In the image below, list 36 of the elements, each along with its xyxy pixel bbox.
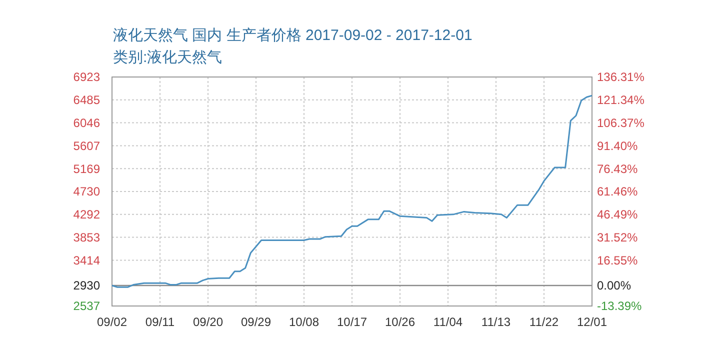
y2-tick-label: 46.49% [597, 208, 638, 222]
x-tick-label: 09/11 [145, 315, 175, 329]
y2-tick-label: 136.31% [597, 70, 645, 84]
y2-tick-label: 31.52% [597, 230, 638, 244]
y2-tick-label: 121.34% [597, 93, 645, 108]
y2-tick-label: -13.39% [597, 299, 642, 314]
x-tick-label: 10/17 [336, 315, 368, 329]
x-tick-label: 12/01 [576, 315, 608, 329]
y2-tick-label: 91.40% [597, 138, 638, 153]
y-tick-label: 6923 [73, 70, 100, 84]
x-tick-label: 11/04 [433, 315, 463, 329]
x-tick-label: 11/13 [481, 315, 511, 329]
line-series [111, 94, 593, 288]
y2-tick-label: 16.55% [597, 253, 638, 268]
chart-subtitle: 类别:液化天然气 [113, 49, 222, 66]
y2-tick-label: 106.37% [597, 116, 645, 130]
x-tick-label: 09/02 [96, 315, 128, 329]
chart-title: 液化天然气 国内 生产者价格 2017-09-02 - 2017-12-01 [113, 27, 472, 44]
x-tick-label: 09/20 [192, 315, 224, 329]
y-tick-label: 6046 [73, 116, 100, 130]
x-tick-label: 09/29 [240, 315, 272, 329]
y-tick-label: 5607 [73, 138, 100, 153]
y2-tick-label: 0.00% [597, 278, 632, 293]
x-tick-label: 10/08 [288, 315, 320, 329]
y-tick-label: 2537 [73, 299, 100, 314]
y-tick-label: 6485 [73, 93, 100, 108]
y-tick-label: 3414 [73, 253, 100, 268]
x-tick-label: 11/22 [529, 315, 559, 329]
y-tick-label: 3853 [73, 230, 100, 244]
y-tick-label: 4292 [73, 208, 100, 222]
y2-tick-label: 76.43% [597, 162, 638, 176]
y-tick-label: 5169 [73, 162, 100, 176]
y2-tick-label: 61.46% [597, 184, 638, 199]
x-tick-label: 10/26 [384, 315, 416, 329]
y-tick-label: 2930 [73, 278, 100, 293]
y-tick-label: 4730 [73, 184, 100, 199]
